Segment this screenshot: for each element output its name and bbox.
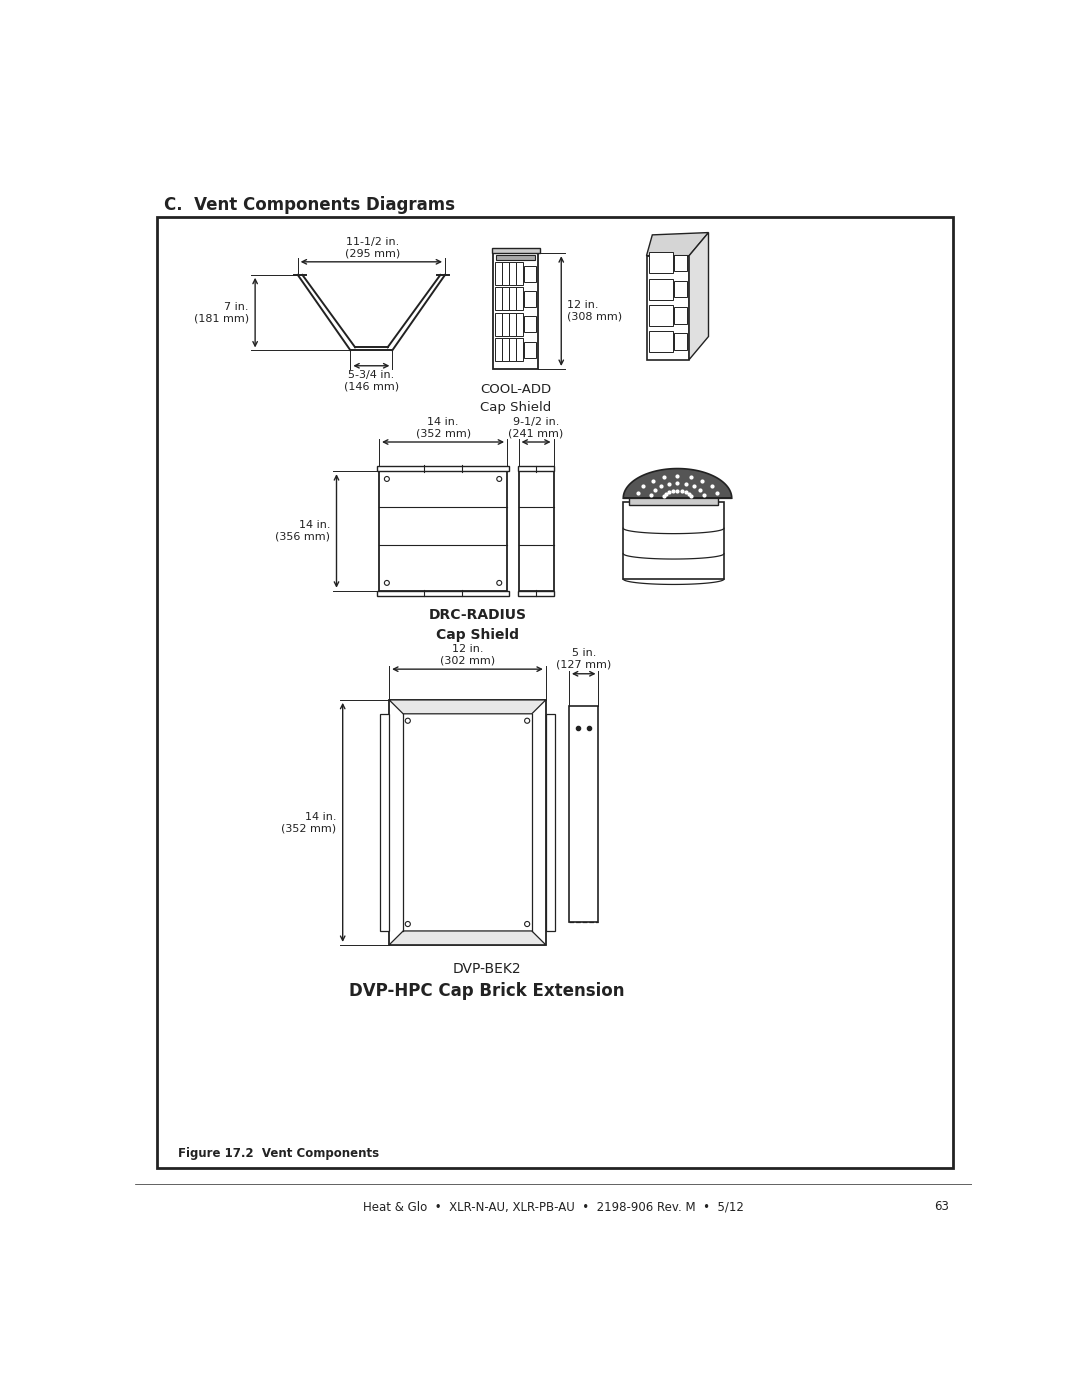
Polygon shape bbox=[389, 700, 545, 713]
Text: 9-1/2 in.
(241 mm): 9-1/2 in. (241 mm) bbox=[509, 417, 564, 438]
Bar bbox=[649, 305, 673, 326]
Bar bbox=[569, 706, 598, 922]
Bar bbox=[518, 471, 554, 590]
Bar bbox=[516, 313, 523, 336]
Text: 63: 63 bbox=[934, 1200, 948, 1213]
Polygon shape bbox=[623, 469, 732, 498]
Bar bbox=[510, 287, 515, 311]
Bar bbox=[377, 590, 510, 596]
Bar bbox=[377, 466, 510, 471]
Text: Cap Shield: Cap Shield bbox=[436, 628, 519, 642]
Text: 5 in.
(127 mm): 5 in. (127 mm) bbox=[556, 648, 611, 670]
Bar bbox=[517, 466, 554, 471]
Bar bbox=[496, 262, 502, 285]
Bar bbox=[675, 333, 687, 350]
Text: 12 in.
(308 mm): 12 in. (308 mm) bbox=[567, 301, 622, 322]
Bar bbox=[510, 339, 515, 361]
Text: 14 in.
(352 mm): 14 in. (352 mm) bbox=[416, 417, 471, 438]
Bar bbox=[675, 255, 687, 271]
Text: Heat & Glo  •  XLR-N-AU, XLR-PB-AU  •  2198-906 Rev. M  •  5/12: Heat & Glo • XLR-N-AU, XLR-PB-AU • 2198-… bbox=[363, 1200, 744, 1213]
Text: 11-1/2 in.
(295 mm): 11-1/2 in. (295 mm) bbox=[346, 238, 401, 259]
Bar bbox=[649, 278, 673, 299]
Bar bbox=[649, 332, 673, 353]
Bar bbox=[524, 291, 536, 306]
Text: DVP-HPC Cap Brick Extension: DVP-HPC Cap Brick Extension bbox=[349, 982, 624, 1000]
Text: 7 in.
(181 mm): 7 in. (181 mm) bbox=[193, 302, 248, 323]
Bar bbox=[502, 287, 509, 311]
Bar bbox=[524, 266, 536, 281]
Bar bbox=[496, 255, 535, 259]
Bar bbox=[516, 287, 523, 311]
Polygon shape bbox=[689, 232, 708, 360]
Bar bbox=[675, 281, 687, 298]
Bar bbox=[379, 471, 507, 590]
Bar bbox=[647, 256, 689, 360]
Bar bbox=[545, 713, 555, 930]
Text: DRC-RADIUS: DRC-RADIUS bbox=[429, 607, 527, 621]
Bar bbox=[516, 262, 523, 285]
Bar bbox=[517, 590, 554, 596]
Bar bbox=[516, 339, 523, 361]
Text: 5-3/4 in.
(146 mm): 5-3/4 in. (146 mm) bbox=[343, 371, 399, 392]
Bar bbox=[496, 287, 502, 311]
Text: C.  Vent Components Diagrams: C. Vent Components Diagrams bbox=[164, 196, 456, 214]
Bar bbox=[510, 313, 515, 336]
Bar bbox=[502, 262, 509, 285]
Text: 14 in.
(352 mm): 14 in. (352 mm) bbox=[282, 811, 337, 834]
Bar bbox=[389, 700, 545, 944]
Text: Cap Shield: Cap Shield bbox=[480, 402, 551, 414]
Bar bbox=[649, 252, 673, 273]
Bar bbox=[496, 313, 502, 336]
Text: COOL-ADD: COOL-ADD bbox=[480, 383, 551, 396]
Bar bbox=[510, 262, 515, 285]
Bar bbox=[496, 339, 502, 361]
Bar bbox=[630, 494, 718, 505]
Bar bbox=[524, 341, 536, 358]
Bar bbox=[502, 313, 509, 336]
Bar bbox=[494, 253, 538, 369]
Text: DVP-BEK2: DVP-BEK2 bbox=[453, 961, 522, 975]
Bar bbox=[491, 248, 540, 253]
Polygon shape bbox=[647, 232, 708, 256]
Bar bbox=[502, 339, 509, 361]
Polygon shape bbox=[389, 930, 545, 944]
Bar bbox=[157, 217, 953, 1168]
Bar bbox=[380, 713, 389, 930]
Bar bbox=[524, 316, 536, 333]
Bar bbox=[623, 502, 724, 579]
Bar bbox=[675, 306, 687, 323]
Text: 12 in.
(302 mm): 12 in. (302 mm) bbox=[440, 644, 495, 666]
Text: Figure 17.2  Vent Components: Figure 17.2 Vent Components bbox=[177, 1147, 379, 1160]
Text: 14 in.
(356 mm): 14 in. (356 mm) bbox=[275, 520, 330, 541]
